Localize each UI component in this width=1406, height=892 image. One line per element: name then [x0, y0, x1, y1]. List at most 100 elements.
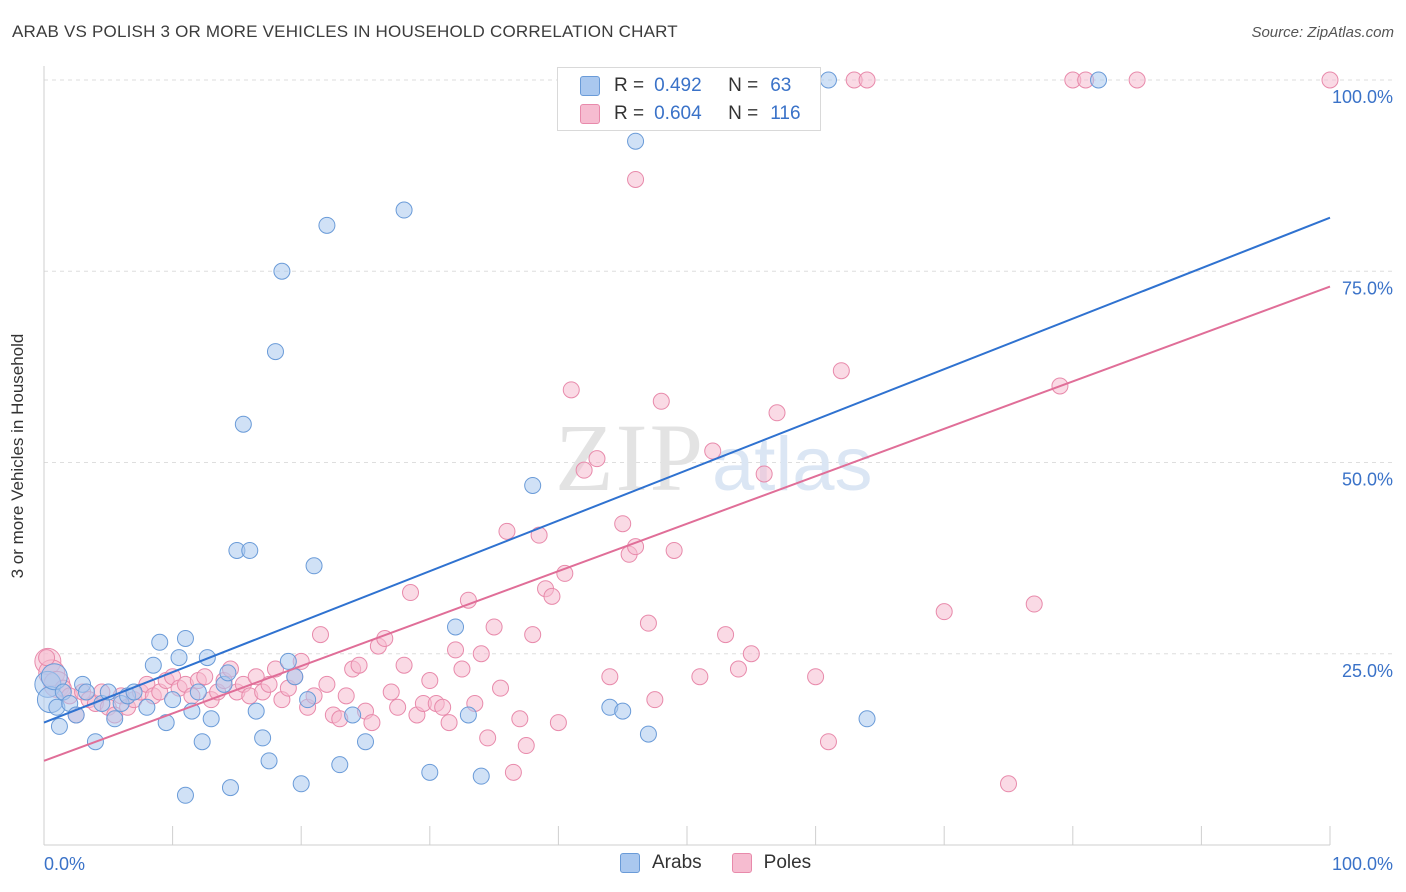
poles-point	[935, 603, 953, 621]
arabs-point	[273, 262, 291, 280]
arabs-swatch	[580, 76, 600, 96]
poles-point	[627, 170, 645, 188]
r-label: R =	[614, 103, 645, 124]
n-label: N =	[728, 75, 759, 96]
poles-point	[440, 714, 458, 732]
poles-point	[1025, 595, 1043, 613]
legend-row-arabs: R = 0.492 N = 63	[580, 73, 791, 99]
poles-point	[453, 660, 471, 678]
poles-point	[807, 668, 825, 686]
poles-point	[704, 442, 722, 460]
poles-point	[459, 591, 477, 609]
legend-row-poles: R = 0.604 N = 116	[580, 101, 801, 127]
poles-point	[311, 626, 329, 644]
poles-point	[196, 668, 214, 686]
axes	[43, 66, 1331, 846]
arabs-point	[254, 729, 272, 747]
poles-point	[639, 614, 657, 632]
y-tick-label: 75.0%	[1342, 278, 1393, 298]
n-value: 116	[770, 103, 801, 124]
arabs-point	[344, 706, 362, 724]
arabs-point	[614, 702, 632, 720]
y-tick-label: 50.0%	[1342, 470, 1393, 490]
arabs-point	[639, 725, 657, 743]
poles-point	[318, 675, 336, 693]
arabs-point	[260, 752, 278, 770]
arabs-point	[305, 557, 323, 575]
r-value: 0.604	[654, 103, 702, 124]
poles-point	[543, 587, 561, 605]
r-label: R =	[614, 75, 645, 96]
poles-point	[601, 668, 619, 686]
arabs-point	[176, 629, 194, 647]
poles-point	[524, 626, 542, 644]
arabs-point	[157, 714, 175, 732]
arabs-point	[219, 664, 237, 682]
poles-point	[717, 626, 735, 644]
poles-point	[691, 668, 709, 686]
arabs-point	[164, 691, 182, 709]
poles-point	[729, 660, 747, 678]
poles-point	[447, 641, 465, 659]
arabs-point	[221, 779, 239, 797]
arabs-point	[138, 698, 156, 716]
chart-title: ARAB VS POLISH 3 OR MORE VEHICLES IN HOU…	[12, 22, 678, 41]
poles-point	[479, 729, 497, 747]
poles-legend-swatch	[731, 853, 752, 873]
watermark-zip: ZIP	[555, 404, 705, 511]
grid-lines	[44, 79, 1395, 655]
poles-point	[832, 362, 850, 380]
correlation-legend: R = 0.492 N = 63 R = 0.604 N = 116	[557, 67, 821, 131]
arabs-point	[144, 656, 162, 674]
tick-labels: 25.0% 50.0% 75.0% 100.0% 0.0% 100.0%	[44, 87, 1393, 874]
arabs-point	[241, 541, 259, 559]
poles-point	[588, 450, 606, 468]
arabs-point	[170, 649, 188, 667]
arabs-legend-label: Arabs	[652, 852, 702, 873]
poles-point	[575, 461, 593, 479]
poles-point	[350, 656, 368, 674]
poles-point	[614, 515, 632, 533]
arabs-point	[395, 201, 413, 219]
poles-point	[665, 541, 683, 559]
arabs-points	[34, 71, 1108, 804]
trend-lines	[43, 216, 1331, 762]
poles-point	[562, 381, 580, 399]
series-legend: Arabs Poles	[620, 852, 841, 874]
arabs-point	[858, 710, 876, 728]
arabs-point	[421, 763, 439, 781]
arabs-point	[266, 343, 284, 361]
arabs-point	[40, 663, 68, 691]
poles-point	[511, 710, 529, 728]
poles-point	[1000, 775, 1017, 793]
arabs-point	[292, 775, 310, 793]
poles-point	[517, 737, 535, 755]
n-label: N =	[728, 103, 759, 124]
arabs-point	[189, 683, 207, 701]
arabs-point	[819, 71, 837, 89]
poles-point	[38, 649, 56, 667]
poles-point	[652, 392, 670, 410]
poles-trend-line	[43, 285, 1331, 762]
arabs-point	[627, 132, 645, 150]
arabs-point	[1090, 71, 1108, 89]
r-value: 0.492	[654, 75, 702, 96]
arabs-point	[318, 216, 336, 234]
arabs-trend-line	[43, 216, 1331, 724]
arabs-point	[234, 415, 252, 433]
arabs-point	[357, 733, 374, 751]
poles-point	[755, 465, 773, 483]
arabs-point	[202, 710, 220, 728]
poles-point	[858, 71, 876, 89]
arabs-point	[331, 756, 349, 774]
chart-source: Source: ZipAtlas.com	[1251, 24, 1394, 41]
poles-point	[402, 584, 420, 602]
legend-item-poles[interactable]: Poles	[731, 852, 811, 874]
arabs-point	[299, 691, 317, 709]
arabs-point	[524, 476, 542, 494]
poles-point	[819, 733, 837, 751]
poles-point	[742, 645, 760, 663]
legend-item-arabs[interactable]: Arabs	[620, 852, 702, 874]
poles-point	[421, 672, 439, 690]
